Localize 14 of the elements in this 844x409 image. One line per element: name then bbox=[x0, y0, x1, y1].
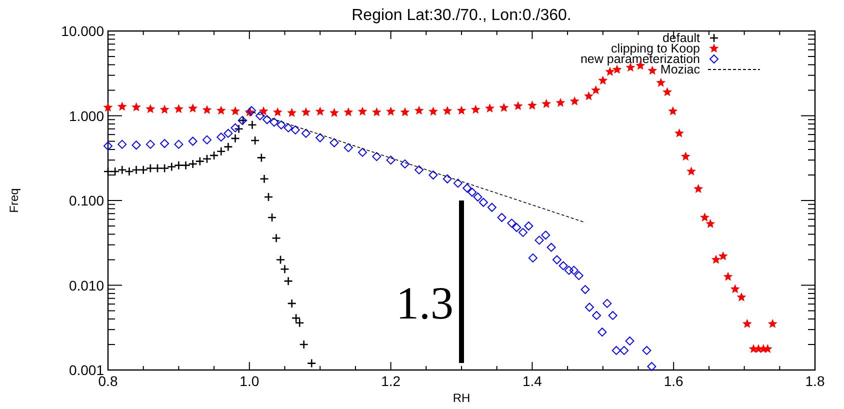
y-axis-title: Freq bbox=[7, 188, 21, 213]
ref-line-label: 1.3 bbox=[396, 278, 454, 328]
y-tick-label: 1.000 bbox=[68, 108, 104, 124]
legend-label: Moziac bbox=[660, 62, 700, 76]
x-tick-label: 1.8 bbox=[805, 373, 825, 389]
y-tick-label: 0.100 bbox=[68, 192, 104, 208]
y-tick-label: 10.000 bbox=[61, 23, 104, 39]
x-tick-label: 1.4 bbox=[522, 373, 542, 389]
x-axis-title: RH bbox=[452, 391, 470, 405]
x-tick-label: 1.0 bbox=[240, 373, 260, 389]
chart-title: Region Lat:30./70., Lon:0./360. bbox=[352, 7, 572, 24]
x-tick-label: 1.2 bbox=[381, 373, 401, 389]
x-tick-label: 1.6 bbox=[664, 373, 684, 389]
y-tick-label: 0.010 bbox=[68, 277, 104, 294]
